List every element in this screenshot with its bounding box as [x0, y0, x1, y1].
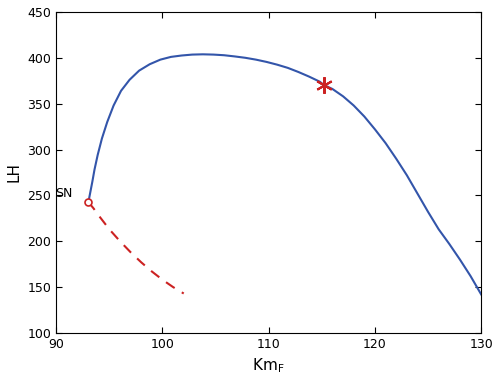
X-axis label: $\mathrm{Km_F}$: $\mathrm{Km_F}$ — [252, 356, 285, 375]
Text: SN: SN — [55, 187, 72, 200]
Y-axis label: LH: LH — [7, 162, 22, 183]
